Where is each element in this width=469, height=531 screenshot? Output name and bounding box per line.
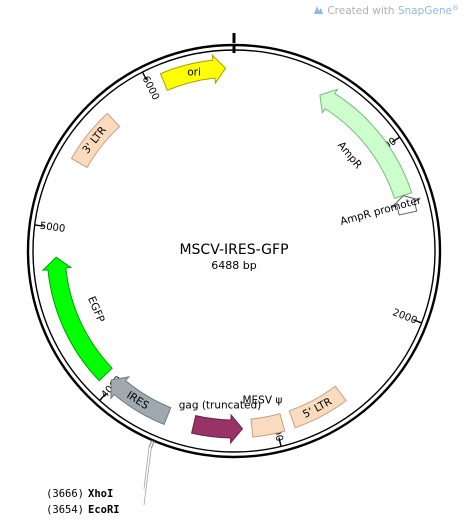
tick-mark-5000 (34, 224, 44, 227)
backbone-ring (26, 33, 442, 459)
feature-arcs (41, 53, 421, 445)
tick-mark-4000 (99, 393, 107, 401)
feature-3-ltr[interactable] (70, 112, 121, 169)
snapgene-watermark: Created with SnapGene® (312, 4, 459, 20)
feature-ampr-promoter[interactable] (390, 195, 421, 216)
site-name-ecori[interactable]: EcoRI (88, 504, 120, 516)
site-tick-xhoi (148, 439, 153, 448)
site-leader-xhoi (143, 447, 150, 490)
plasmid-name: MSCV-IRES-GFP (179, 242, 288, 258)
feature-label-mesv-psi: MESV ψ (242, 394, 282, 406)
feature-mesv-psi[interactable] (250, 413, 286, 438)
site-tick-ecori (150, 440, 155, 449)
tick-mark-6000 (141, 71, 148, 81)
tick-mark-2000 (413, 319, 422, 324)
plasmid-length: 6488 bp (211, 259, 256, 272)
watermark-reg: ® (452, 4, 459, 12)
feature-label-gag: gag (truncated) (179, 399, 262, 411)
feature-5-ltr[interactable] (288, 385, 347, 429)
feature-ori[interactable] (159, 53, 227, 91)
tick-label-5000: 5000 (39, 221, 66, 235)
feature-ires[interactable] (110, 376, 172, 426)
feature-label-ori: ori (187, 66, 201, 78)
watermark-brand: SnapGene (397, 5, 452, 17)
tick-label-6000: 6000 (140, 74, 161, 102)
watermark-prefix: Created with (327, 5, 398, 17)
tick-mark-1000 (391, 136, 401, 143)
feature-egfp[interactable] (41, 256, 113, 382)
tick-label-2000: 2000 (391, 307, 419, 326)
site-name-xhoi[interactable]: XhoI (88, 488, 113, 500)
feature-label-egfp: EGFP (85, 295, 107, 325)
feature-gag[interactable] (191, 413, 244, 445)
site-leader-ecori (143, 448, 152, 506)
feature-label-ampr: AmpR (335, 139, 364, 171)
tick-mark-3000 (278, 437, 282, 447)
restriction-sites: (3666) XhoI (3654) EcoRI (46, 439, 155, 516)
site-position-ecori: (3654) (46, 504, 84, 516)
site-position-xhoi: (3666) (46, 488, 84, 500)
feature-ampr[interactable] (319, 88, 413, 200)
snapgene-logo-icon (314, 6, 324, 14)
